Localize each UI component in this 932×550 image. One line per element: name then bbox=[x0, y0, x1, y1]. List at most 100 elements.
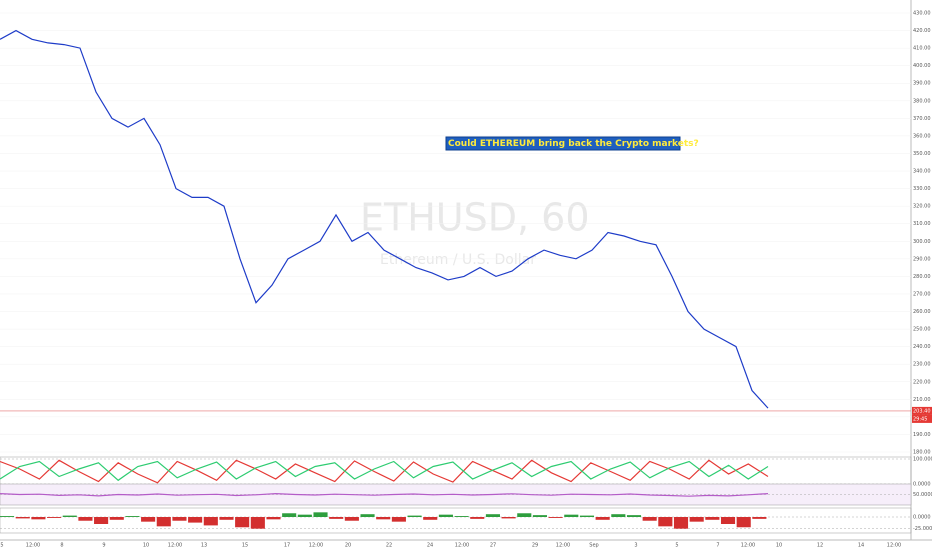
histogram-bar bbox=[15, 517, 30, 519]
x-tick-label: 14 bbox=[858, 543, 864, 549]
y-tick-label: 410.00 bbox=[913, 46, 931, 52]
countdown-box bbox=[912, 414, 932, 423]
y-tick-label: 280.00 bbox=[913, 274, 931, 280]
histogram-bar bbox=[470, 517, 485, 519]
histogram-bar bbox=[188, 517, 203, 523]
y-tick-label: 250.00 bbox=[913, 327, 931, 333]
x-tick-label: 9 bbox=[102, 543, 105, 549]
histogram-bar bbox=[62, 515, 77, 517]
histogram-bar bbox=[47, 517, 62, 518]
y-tick-label: 420.00 bbox=[913, 28, 931, 34]
y-tick-label: -25.0000 bbox=[913, 526, 932, 532]
y-tick-label: 230.00 bbox=[913, 362, 931, 368]
x-tick-label: 12:00 bbox=[309, 543, 323, 549]
last-price-label: 203.40 bbox=[913, 408, 931, 414]
y-tick-label: 430.00 bbox=[913, 11, 931, 17]
y-tick-label: 350.00 bbox=[913, 151, 931, 157]
x-tick-label: 20 bbox=[345, 543, 351, 549]
x-tick-label: 29 bbox=[532, 543, 538, 549]
histogram-bar bbox=[297, 514, 312, 517]
histogram-bar bbox=[266, 517, 281, 520]
y-tick-label: 380.00 bbox=[913, 98, 931, 104]
y-tick-label: 50.0000 bbox=[913, 492, 932, 498]
histogram-bar bbox=[376, 517, 391, 520]
histogram-bar bbox=[673, 517, 689, 529]
histogram-bar bbox=[454, 516, 469, 517]
histogram-bar bbox=[407, 515, 422, 517]
indicator-line bbox=[0, 492, 769, 497]
y-tick-label: 390.00 bbox=[913, 81, 931, 87]
y-tick-label: 180.00 bbox=[913, 450, 931, 456]
x-tick-label: 12:00 bbox=[455, 543, 469, 549]
histogram-bar bbox=[344, 517, 359, 521]
x-tick-label: 13 bbox=[201, 543, 207, 549]
histogram-bar bbox=[329, 517, 344, 519]
histogram-bar bbox=[203, 517, 218, 526]
x-tick-label: 10 bbox=[143, 543, 149, 549]
histogram-bar bbox=[720, 517, 736, 524]
histogram-bar bbox=[642, 517, 657, 521]
y-tick-label: 270.00 bbox=[913, 291, 931, 297]
histogram-bar bbox=[156, 517, 171, 527]
pane-border bbox=[0, 507, 912, 534]
annotation-box bbox=[445, 136, 681, 151]
y-tick-label: 210.00 bbox=[913, 397, 931, 403]
histogram-bar bbox=[705, 517, 720, 520]
y-tick-label: 0.0000 bbox=[913, 515, 931, 521]
histogram-bar bbox=[391, 517, 406, 522]
y-tick-label: 330.00 bbox=[913, 186, 931, 192]
histogram-bar bbox=[282, 513, 297, 517]
histogram-bar bbox=[94, 517, 109, 524]
x-tick-label: 24 bbox=[427, 543, 433, 549]
histogram-bar bbox=[172, 517, 187, 521]
histogram-bar bbox=[564, 514, 579, 517]
x-tick-label: 12:00 bbox=[168, 543, 182, 549]
watermark: ETHUSD, 60 bbox=[360, 196, 590, 240]
histogram-bar bbox=[517, 513, 532, 517]
x-tick-label: 22 bbox=[386, 543, 392, 549]
histogram-bar bbox=[250, 517, 265, 529]
x-tick-label: 12:00 bbox=[556, 543, 570, 549]
y-tick-label: 260.00 bbox=[913, 309, 931, 315]
histogram-bar bbox=[501, 517, 516, 519]
histogram-bar bbox=[579, 515, 595, 517]
indicator-line bbox=[0, 460, 769, 482]
histogram-bar bbox=[548, 517, 563, 518]
histogram-bar bbox=[219, 517, 234, 520]
y-tick-label: 190.00 bbox=[913, 432, 931, 438]
histogram-bar bbox=[360, 514, 375, 517]
y-tick-label: 320.00 bbox=[913, 204, 931, 210]
y-tick-label: 220.00 bbox=[913, 379, 931, 385]
histogram-bar bbox=[532, 515, 548, 517]
histogram-bar bbox=[313, 512, 328, 517]
histogram-bar bbox=[485, 514, 500, 517]
x-tick-label: 5 bbox=[0, 543, 3, 549]
y-tick-label: 400.00 bbox=[913, 63, 931, 69]
histogram-bar bbox=[626, 515, 642, 517]
x-tick-label: 12 bbox=[817, 543, 823, 549]
histogram-bar bbox=[0, 516, 15, 517]
y-tick-label: 300.00 bbox=[913, 239, 931, 245]
histogram-bar bbox=[689, 517, 704, 522]
y-tick-label: 340.00 bbox=[913, 169, 931, 175]
histogram-bar bbox=[78, 517, 93, 521]
y-tick-label: 360.00 bbox=[913, 133, 931, 139]
indicator-line bbox=[0, 459, 769, 484]
x-tick-label: 10 bbox=[776, 543, 782, 549]
x-tick-label: 17 bbox=[284, 543, 290, 549]
histogram-bar bbox=[438, 514, 453, 517]
y-tick-label: 290.00 bbox=[913, 256, 931, 262]
annotation: Could ETHEREUM bring back the Crypto mar… bbox=[448, 139, 699, 149]
histogram-bar bbox=[595, 517, 610, 520]
y-tick-label: 0.0000 bbox=[913, 482, 931, 488]
watermark-subtitle: Ethereum / U.S. Dollar bbox=[380, 252, 536, 268]
histogram-bar bbox=[109, 517, 124, 520]
x-tick-label: 3 bbox=[634, 543, 637, 549]
histogram-bar bbox=[752, 517, 767, 519]
histogram-bar bbox=[736, 517, 751, 528]
histogram-bar bbox=[31, 517, 46, 520]
x-tick-label: 7 bbox=[716, 543, 719, 549]
histogram-bar bbox=[611, 514, 626, 517]
y-tick-label: 240.00 bbox=[913, 344, 931, 350]
